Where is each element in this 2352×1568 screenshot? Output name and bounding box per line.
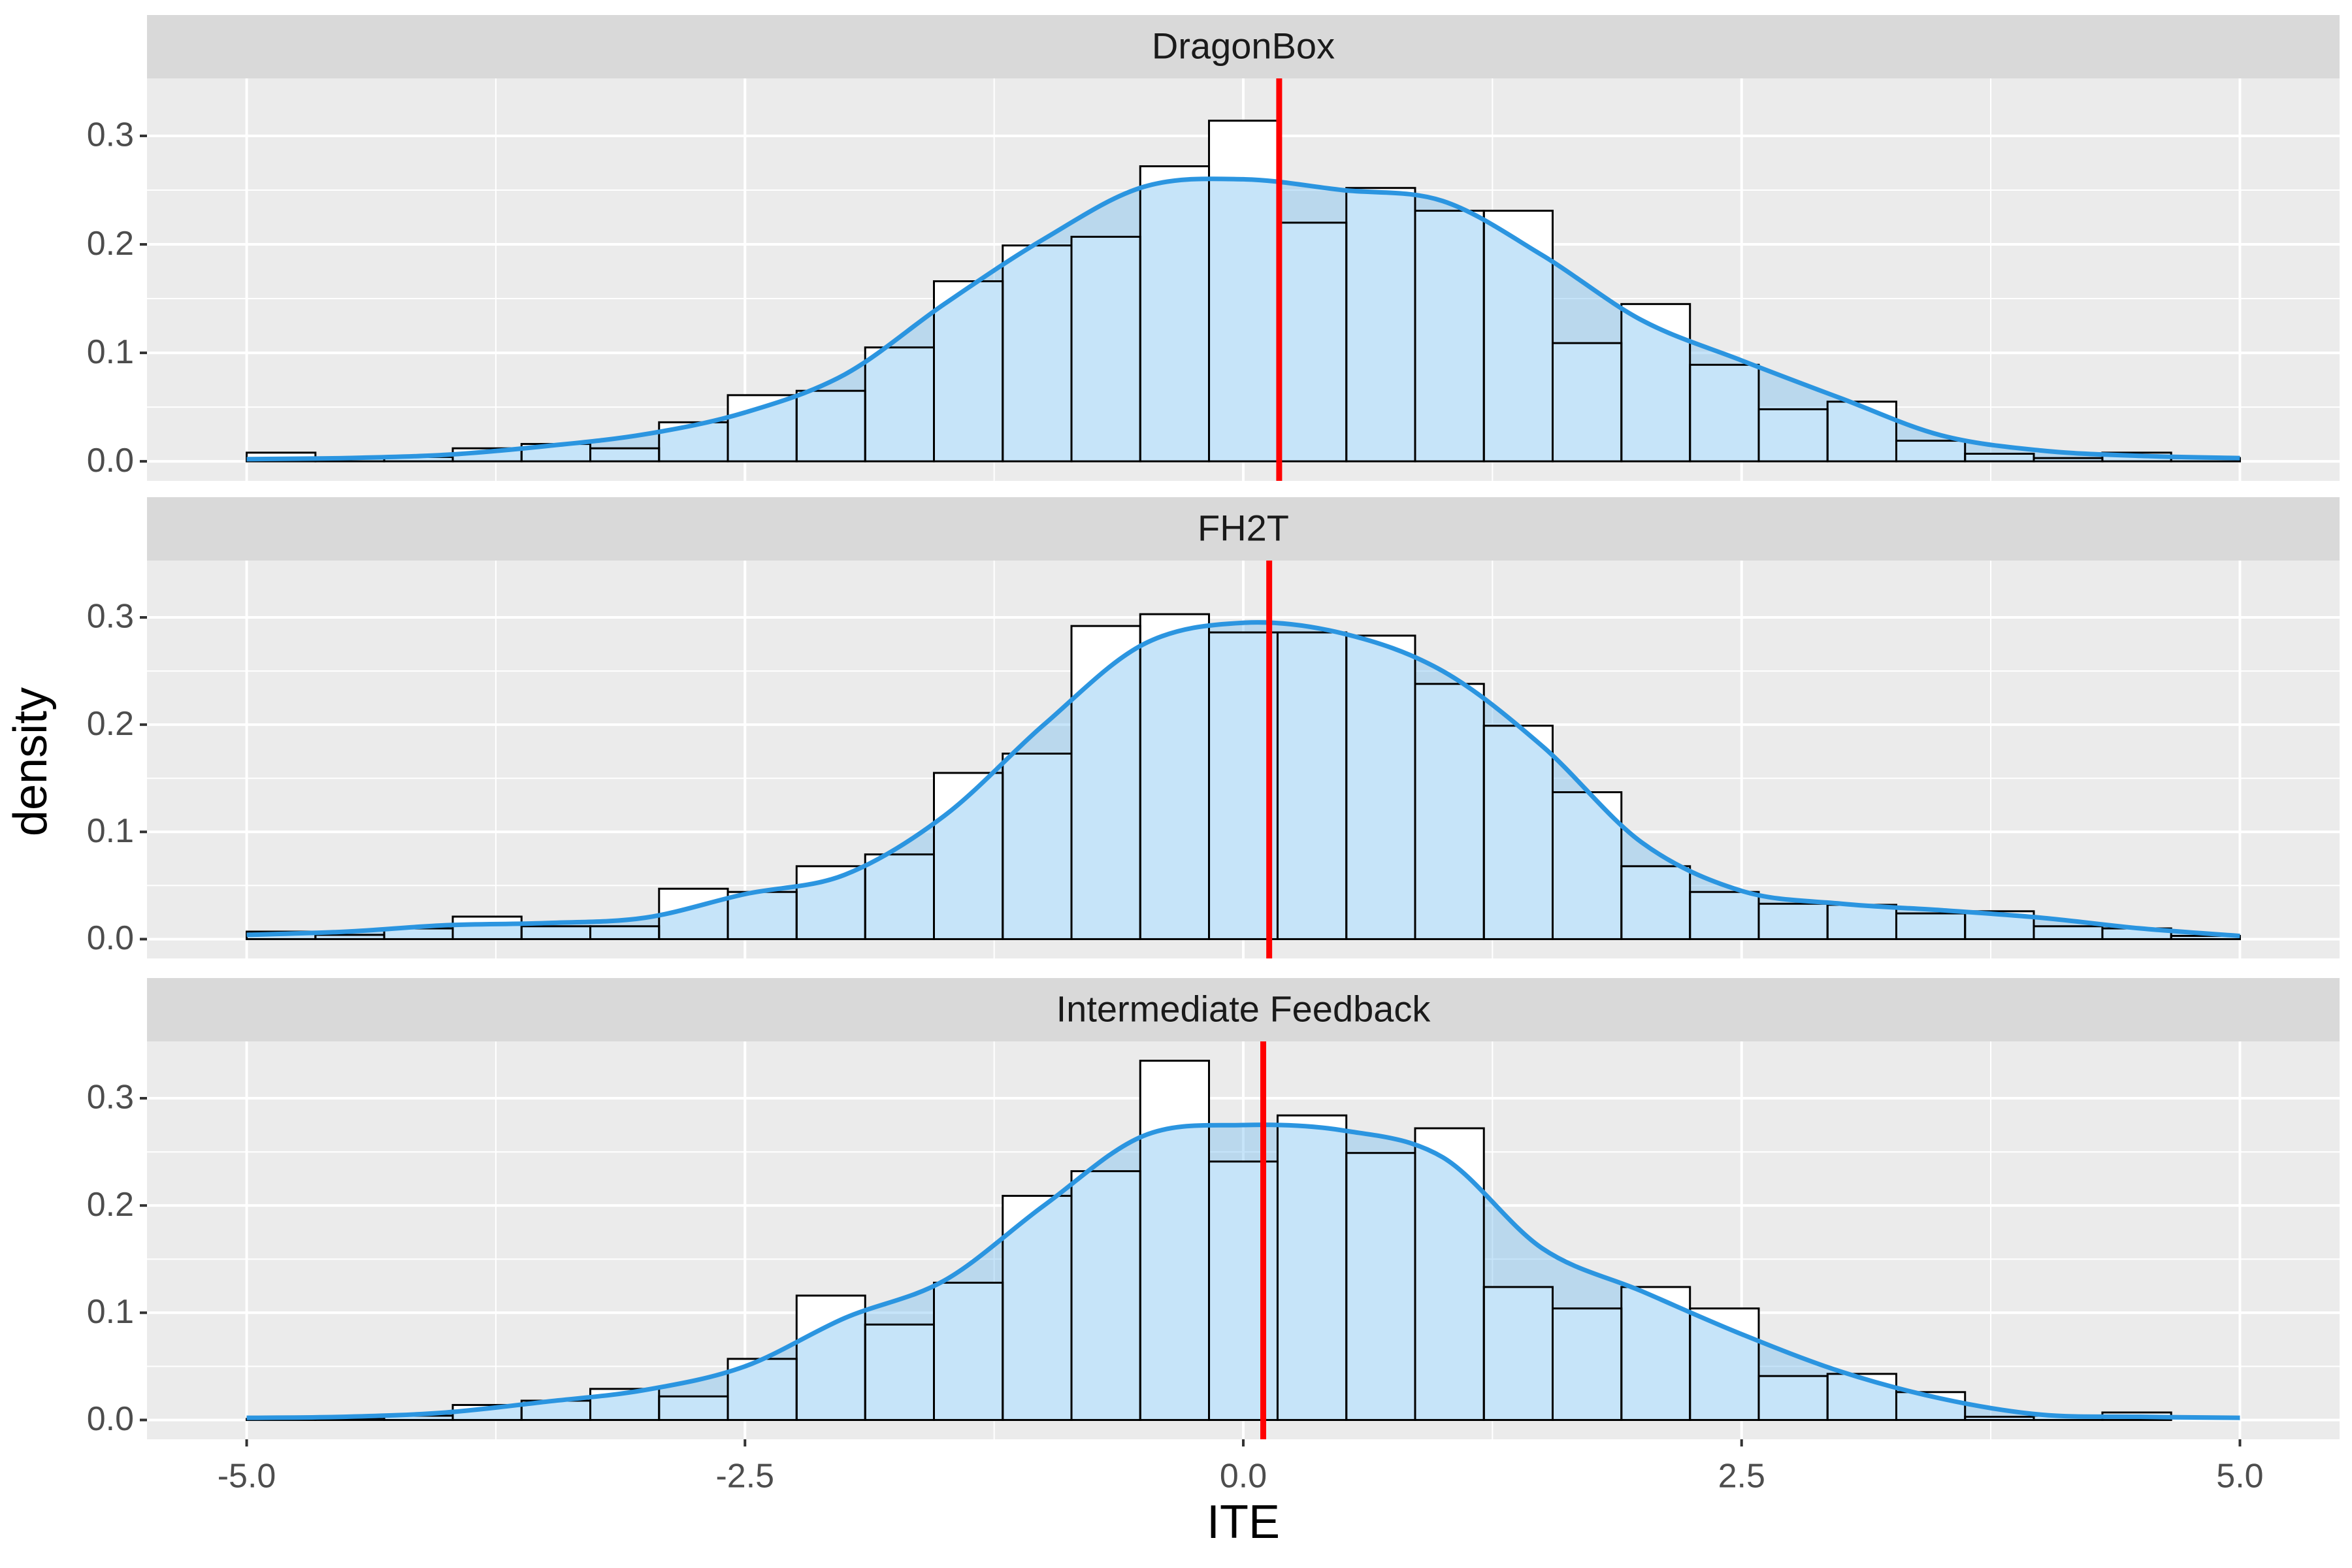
histogram-bar	[1621, 866, 1690, 939]
y-tick-label: 0.3	[87, 116, 134, 154]
y-tick-label: 0.2	[87, 225, 134, 263]
histogram-bar-outline	[1895, 440, 1967, 463]
histogram-bar	[1071, 626, 1141, 939]
histogram-bar-outline	[1964, 910, 2035, 940]
x-tick-label: -2.5	[715, 1458, 774, 1495]
histogram-bar	[2171, 936, 2240, 939]
histogram-bar	[934, 1282, 1003, 1420]
y-tick-label: 0.1	[87, 333, 134, 371]
y-tick-label: 0.1	[87, 812, 134, 850]
histogram-bar	[1827, 904, 1897, 939]
histogram-bar	[728, 892, 797, 939]
histogram-bar	[1414, 683, 1484, 939]
facet-strip	[147, 497, 2340, 561]
histogram-bar	[1140, 1060, 1209, 1420]
histogram-bar	[1002, 245, 1072, 462]
histogram-bar-outline	[1482, 210, 1554, 463]
histogram-bar	[1484, 725, 1553, 939]
y-tick-label: 0.2	[87, 705, 134, 743]
histogram-bar	[934, 281, 1003, 462]
histogram-bar-outline	[1826, 400, 1897, 463]
histogram-bar	[384, 928, 453, 939]
histogram-bar	[1965, 1416, 2034, 1420]
y-tick-label: 0.0	[87, 919, 134, 957]
y-tick-label: 0.1	[87, 1293, 134, 1331]
histogram-bar	[1071, 1171, 1141, 1420]
density-area	[246, 178, 2240, 462]
histogram-bar-outline	[1414, 1127, 1485, 1421]
histogram-bar-outline	[1689, 1307, 1760, 1421]
x-tick-label: 5.0	[2216, 1458, 2263, 1495]
density-line	[246, 620, 2240, 939]
histogram-bar	[590, 926, 659, 939]
histogram-bar	[1896, 913, 1965, 939]
histogram-bar	[1209, 632, 1278, 939]
histogram-bar	[1346, 1152, 1415, 1420]
histogram-bar	[1484, 1286, 1553, 1420]
histogram-bar	[1552, 343, 1622, 462]
histogram-bar	[796, 391, 866, 462]
y-tick-label: 0.3	[87, 1079, 134, 1117]
histogram-bar	[1071, 237, 1141, 462]
histogram-bar	[2033, 458, 2102, 462]
histogram-bar	[453, 916, 522, 939]
y-tick-label: 0.2	[87, 1186, 134, 1224]
histogram-bar	[659, 1396, 728, 1420]
histogram-bar	[1552, 1308, 1622, 1420]
histogram-bar	[865, 1324, 934, 1420]
histogram-bar	[865, 347, 934, 462]
histogram-bar	[1277, 632, 1347, 939]
histogram-bar	[1002, 753, 1072, 939]
histogram-bar	[1758, 904, 1828, 939]
histogram-bar	[1690, 892, 1759, 939]
histogram-bar	[1414, 1128, 1484, 1420]
histogram-bar	[315, 934, 385, 939]
facet-strip	[147, 15, 2340, 78]
histogram-bar	[1414, 210, 1484, 462]
histogram-bar-outline	[1895, 1391, 1967, 1421]
histogram-bar	[1827, 1373, 1897, 1420]
histogram-bar	[1277, 1115, 1347, 1420]
y-tick-label: 0.0	[87, 1400, 134, 1438]
histogram-bar-outline	[2170, 935, 2241, 940]
facet-title: DragonBox	[1152, 25, 1335, 66]
density-area	[246, 622, 2240, 939]
histogram-bar	[865, 854, 934, 939]
histogram-bar	[521, 926, 591, 939]
histogram-bar	[1758, 409, 1828, 462]
facet-title: Intermediate Feedback	[1056, 988, 1431, 1029]
histogram-bar	[1827, 401, 1897, 462]
histogram-bar	[1896, 440, 1965, 462]
histogram-bar	[2033, 926, 2102, 939]
histogram-bar	[1140, 614, 1209, 939]
y-tick-label: 0.0	[87, 442, 134, 480]
x-axis-title: ITE	[1207, 1496, 1280, 1548]
x-tick-label: -5.0	[218, 1458, 276, 1495]
histogram-bar	[1965, 453, 2034, 462]
facet-strip	[147, 978, 2340, 1041]
density-line	[246, 1122, 2240, 1420]
histogram-bar	[1621, 304, 1690, 462]
histogram-bar	[1002, 1196, 1072, 1420]
density-area	[246, 1124, 2240, 1420]
facet-title: FH2T	[1198, 507, 1289, 548]
histogram-bar	[1758, 1376, 1828, 1420]
histogram-bar	[934, 773, 1003, 939]
histogram-bar	[1277, 222, 1347, 462]
histogram-bar	[1140, 166, 1209, 462]
y-axis-title: density	[5, 687, 57, 836]
histogram-bar	[1346, 635, 1415, 939]
y-tick-label: 0.3	[87, 598, 134, 636]
histogram-bar	[384, 457, 453, 462]
histogram-bar	[1690, 365, 1759, 462]
histogram-bar	[590, 448, 659, 462]
histogram-bar	[1346, 188, 1415, 462]
x-tick-label: 2.5	[1718, 1458, 1765, 1495]
density-line	[246, 176, 2240, 462]
histogram-bar	[384, 1415, 453, 1420]
x-tick-label: 0.0	[1220, 1458, 1267, 1495]
